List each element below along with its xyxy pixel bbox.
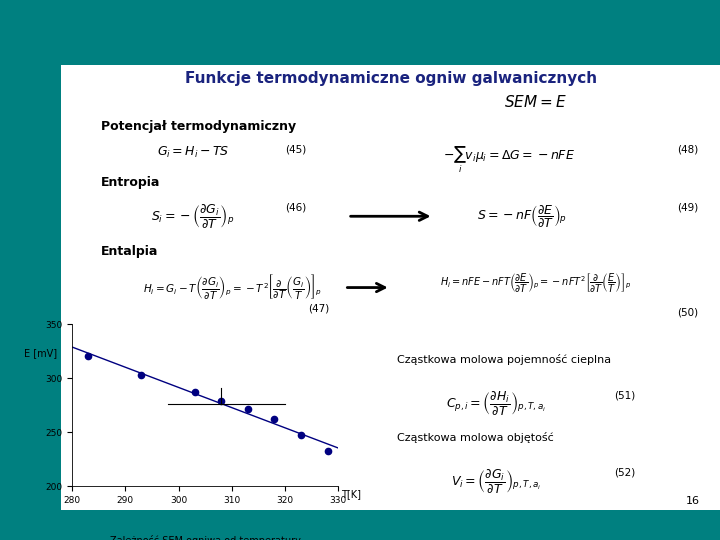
Text: 16: 16 [686, 496, 701, 506]
Text: $H_i = nFE - nFT\left(\dfrac{\partial E}{\partial T}\right)_p = -nFT^2\left[\dfr: $H_i = nFE - nFT\left(\dfrac{\partial E}… [440, 272, 631, 295]
Text: (52): (52) [615, 468, 636, 478]
Text: $V_i = \left(\dfrac{\partial G_i}{\partial T}\right)_{p,T,a_i}$: $V_i = \left(\dfrac{\partial G_i}{\parti… [451, 468, 541, 496]
Text: T[K]: T[K] [341, 489, 361, 500]
Text: Cząstkowa molowa pojemność cieplna: Cząstkowa molowa pojemność cieplna [397, 354, 611, 366]
Text: Potencjał termodynamiczny: Potencjał termodynamiczny [101, 120, 296, 133]
Text: $G_i = H_i - TS$: $G_i = H_i - TS$ [157, 145, 229, 160]
Text: Entropia: Entropia [101, 176, 160, 189]
Text: $SEM = E$: $SEM = E$ [504, 94, 567, 110]
Text: Cząstkowa molowa objętość: Cząstkowa molowa objętość [397, 433, 554, 443]
Text: $H_i = G_i - T\left(\dfrac{\partial G_i}{\partial T}\right)_p = -T^2\left[\dfrac: $H_i = G_i - T\left(\dfrac{\partial G_i}… [143, 272, 322, 301]
Text: $S_i = -\left(\dfrac{\partial G_i}{\partial T}\right)_p$: $S_i = -\left(\dfrac{\partial G_i}{\part… [151, 203, 235, 231]
Text: (46): (46) [285, 203, 307, 213]
Text: (50): (50) [678, 308, 698, 318]
Text: (45): (45) [285, 145, 307, 155]
Text: (48): (48) [678, 145, 698, 155]
Text: (47): (47) [308, 303, 330, 313]
Text: E [mV]: E [mV] [24, 348, 57, 359]
Text: Entalpia: Entalpia [101, 245, 158, 258]
Text: $S = -nF\left(\dfrac{\partial E}{\partial T}\right)_p$: $S = -nF\left(\dfrac{\partial E}{\partia… [477, 203, 567, 229]
Text: Funkcje termodynamiczne ogniw galwanicznych: Funkcje termodynamiczne ogniw galwaniczn… [184, 71, 597, 86]
Text: Zależność SEM ogniwa od temperatury: Zależność SEM ogniwa od temperatury [109, 535, 301, 540]
Text: (51): (51) [615, 390, 636, 400]
Text: (49): (49) [678, 203, 698, 213]
Text: $C_{p,i} = \left(\dfrac{\partial H_i}{\partial T}\right)_{p,T,a_i}$: $C_{p,i} = \left(\dfrac{\partial H_i}{\p… [446, 390, 546, 418]
Text: $-\sum_i v_i\mu_i = \Delta G = -nFE$: $-\sum_i v_i\mu_i = \Delta G = -nFE$ [444, 145, 575, 176]
